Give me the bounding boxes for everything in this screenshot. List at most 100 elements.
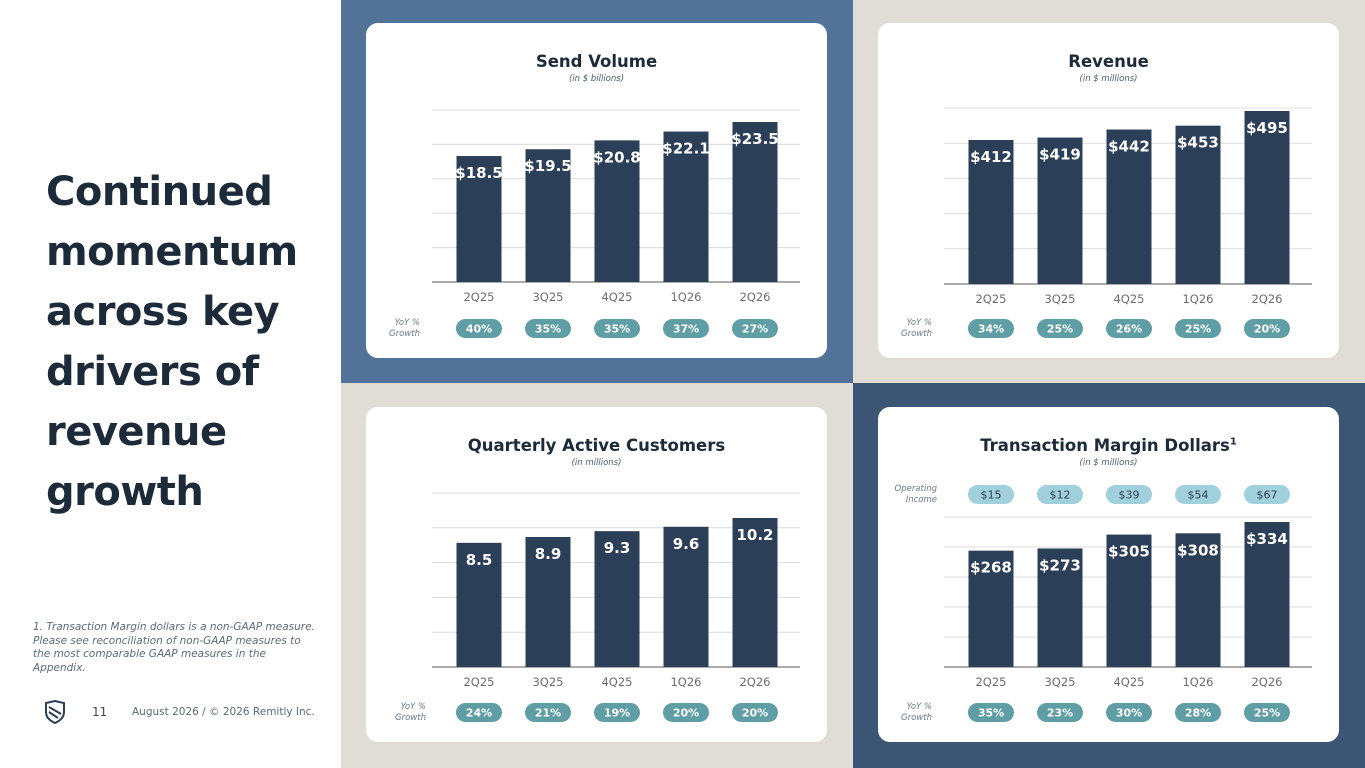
transaction-margin-chart: $268 2Q25 35% $15 $273 3Q25 23% $12 $305 4Q25 30% $…: [944, 485, 1312, 722]
bar-value-label: 8.9: [535, 545, 562, 563]
bar-value-label: 10.2: [736, 526, 773, 544]
bar-value-label: $273: [1039, 556, 1081, 574]
send-volume-chart: $18.5 2Q25 40% $19.5 3Q25 35% $20.8 4Q25 35% $22.…: [432, 109, 800, 338]
headline-line: drivers of: [46, 349, 259, 395]
x-tick-label: 2Q26: [739, 290, 770, 304]
chart-title: Send Volume: [535, 52, 658, 71]
bar-value-label: $18.5: [455, 164, 502, 182]
bar-value-label: $305: [1108, 543, 1150, 561]
growth-pill: [594, 703, 640, 722]
footer-copyright: August 2026 / © 2026 Remitly Inc.: [132, 706, 315, 718]
slide-headline: Continued momentum across key drivers of…: [46, 162, 336, 522]
growth-pill-label: 24%: [466, 707, 492, 720]
operating-income-pill-label: $39: [1119, 489, 1140, 502]
bar: [1106, 129, 1152, 284]
bar: [732, 518, 778, 667]
active-customers-chart: 8.5 2Q25 24% 8.9 3Q25 21% 9.3 4Q25 19% 9.6 1Q26 20%…: [432, 492, 800, 722]
x-tick-label: 4Q25: [1113, 292, 1144, 306]
growth-pill: [1244, 703, 1290, 722]
bar: [1037, 137, 1083, 284]
bar: [525, 149, 571, 282]
bar-value-label: $23.5: [731, 130, 778, 148]
headline-line: revenue: [46, 409, 227, 455]
chart-card-send-volume: $18.5 2Q25 40% $19.5 3Q25 35% $20.8 4Q25 35% $22.…: [366, 23, 827, 358]
growth-pill-label: 20%: [673, 707, 699, 720]
x-tick-label: 1Q26: [670, 290, 701, 304]
growth-pill: [732, 319, 778, 338]
quadrant-active-customers: 8.5 2Q25 24% 8.9 3Q25 21% 9.3 4Q25 19% 9.6 1Q26 20%…: [341, 383, 853, 768]
bar-value-label: 9.3: [604, 539, 631, 557]
growth-pill-label: 25%: [1047, 323, 1073, 336]
bar: [968, 140, 1014, 284]
footnote: 1. Transaction Margin dollars is a non-G…: [33, 621, 315, 674]
revenue-chart: $412 2Q25 34% $419 3Q25 25% $442 4Q25 26% $453 1Q2…: [944, 107, 1312, 338]
headline-line: across key: [46, 289, 280, 335]
chart-subtitle: (in $ billions): [568, 74, 625, 84]
bar-value-label: $22.1: [662, 140, 709, 158]
growth-pill: [1037, 319, 1083, 338]
growth-pill-label: 30%: [1116, 707, 1142, 720]
bar: [1106, 534, 1152, 667]
chart-title: Revenue: [1068, 52, 1149, 71]
bar: [525, 536, 571, 667]
operating-income-pill: [1175, 485, 1221, 504]
operating-income-pill: [1106, 485, 1152, 504]
bar: [1175, 533, 1221, 667]
bar: [456, 542, 502, 667]
growth-pill: [525, 319, 571, 338]
x-tick-label: 2Q25: [975, 292, 1006, 306]
growth-row-label: YoY % Growth: [901, 702, 932, 723]
x-tick-label: 2Q26: [739, 675, 770, 689]
operating-income-pill-label: $67: [1257, 489, 1278, 502]
chart-title: Transaction Margin Dollars1: [878, 436, 1339, 455]
chart-subtitle: (in $ millions): [1079, 458, 1138, 468]
bar: [594, 140, 640, 282]
growth-pill-label: 25%: [1254, 707, 1280, 720]
operating-income-pill: [1037, 485, 1083, 504]
growth-pill: [663, 319, 709, 338]
growth-pill-label: 28%: [1185, 707, 1211, 720]
bar: [663, 526, 709, 667]
headline-line: growth: [46, 469, 204, 515]
bar-value-label: 8.5: [466, 551, 493, 569]
x-tick-label: 2Q25: [975, 675, 1006, 689]
x-tick-label: 3Q25: [532, 675, 563, 689]
x-tick-label: 4Q25: [601, 290, 632, 304]
growth-pill-label: 35%: [604, 323, 630, 336]
operating-income-pill-label: $15: [981, 489, 1002, 502]
bar-value-label: $419: [1039, 146, 1081, 164]
operating-income-pill-label: $54: [1188, 489, 1209, 502]
chart-card-active-customers: 8.5 2Q25 24% 8.9 3Q25 21% 9.3 4Q25 19% 9.6 1Q26 20%…: [366, 407, 827, 742]
bar-value-label: $412: [970, 148, 1012, 166]
x-tick-label: 4Q25: [601, 675, 632, 689]
bar: [456, 156, 502, 282]
growth-pill-label: 34%: [978, 323, 1004, 336]
bar-value-label: $453: [1177, 134, 1219, 152]
headline-line: momentum: [46, 229, 298, 275]
growth-pill-label: 26%: [1116, 323, 1142, 336]
x-tick-label: 2Q25: [463, 675, 494, 689]
growth-pill: [456, 703, 502, 722]
growth-pill: [732, 703, 778, 722]
growth-pill-label: 35%: [535, 323, 561, 336]
chart-card-transaction-margin: $268 2Q25 35% $15 $273 3Q25 23% $12 $305 4Q25 30% $…: [878, 407, 1339, 742]
bar-value-label: $334: [1246, 530, 1288, 548]
x-tick-label: 4Q25: [1113, 675, 1144, 689]
x-tick-label: 3Q25: [1044, 675, 1075, 689]
bar: [594, 531, 640, 667]
chart-subtitle: (in $ millions): [1079, 74, 1138, 84]
growth-pill: [968, 319, 1014, 338]
operating-income-pill: [968, 485, 1014, 504]
x-tick-label: 3Q25: [532, 290, 563, 304]
growth-pill-label: 21%: [535, 707, 561, 720]
growth-pill: [1175, 319, 1221, 338]
growth-pill-label: 20%: [742, 707, 768, 720]
growth-row-label: YoY % Growth: [389, 318, 420, 339]
quadrant-send-volume: $18.5 2Q25 40% $19.5 3Q25 35% $20.8 4Q25 35% $22.…: [341, 0, 853, 383]
bar-value-label: $308: [1177, 541, 1219, 559]
chart-card-revenue: $412 2Q25 34% $419 3Q25 25% $442 4Q25 26% $453 1Q2…: [878, 23, 1339, 358]
left-panel: Continued momentum across key drivers of…: [0, 0, 341, 768]
bar: [732, 122, 778, 282]
operating-income-pill-label: $12: [1050, 489, 1071, 502]
slide-footer: 11 August 2026 / © 2026 Remitly Inc.: [44, 700, 334, 724]
